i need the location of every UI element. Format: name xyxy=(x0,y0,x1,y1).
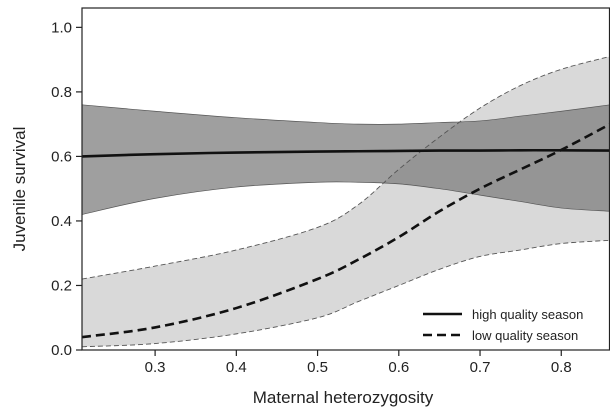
y-tick-label: 0.4 xyxy=(51,213,72,230)
x-tick-label: 0.8 xyxy=(551,359,572,376)
x-tick-label: 0.7 xyxy=(470,359,491,376)
band-upper-edge-low-quality xyxy=(82,55,610,280)
x-tick-label: 0.6 xyxy=(388,359,409,376)
y-axis-label: Juvenile survival xyxy=(10,127,29,252)
y-tick-label: 0.2 xyxy=(51,277,72,294)
plot-area xyxy=(82,55,610,348)
confidence-band-high-quality xyxy=(82,104,610,215)
x-tick-label: 0.3 xyxy=(145,359,166,376)
legend-label-low-quality: low quality season xyxy=(472,328,578,343)
x-tick-label: 0.4 xyxy=(226,359,247,376)
y-tick-label: 0.0 xyxy=(51,342,72,359)
band-lower-edge-low-quality xyxy=(82,239,610,348)
series-line-low-quality xyxy=(82,123,610,339)
legend: high quality season low quality season xyxy=(423,307,583,343)
x-axis-label: Maternal heterozygosity xyxy=(253,388,434,407)
series-line-high-quality xyxy=(82,148,610,158)
x-tick-label: 0.5 xyxy=(307,359,328,376)
plot-content xyxy=(82,55,610,348)
band-lower-edge-high-quality xyxy=(82,181,610,215)
axes: 0.3 0.4 0.5 0.6 0.7 0.8 0.0 0.2 0.4 0.6 0.8 1.0 xyxy=(51,19,572,376)
legend-label-high-quality: high quality season xyxy=(472,307,583,322)
y-tick-label: 0.6 xyxy=(51,148,72,165)
band-upper-edge-high-quality xyxy=(82,104,610,125)
y-tick-label: 1.0 xyxy=(51,19,72,36)
y-tick-label: 0.8 xyxy=(51,84,72,101)
